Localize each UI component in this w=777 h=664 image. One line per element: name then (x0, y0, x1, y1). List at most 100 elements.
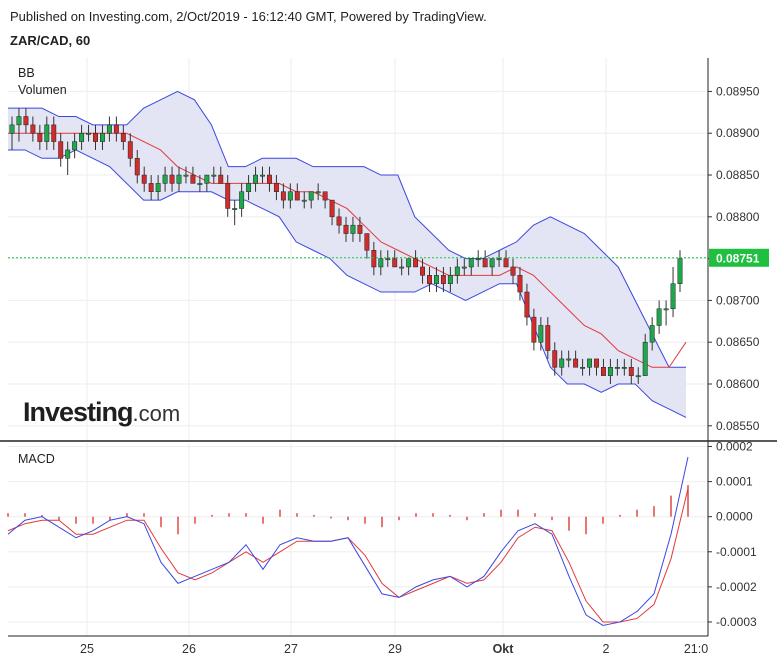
candle-body-up (642, 341, 648, 376)
candle-body-up (308, 191, 314, 201)
candle (155, 175, 161, 201)
candle-body-up (635, 375, 641, 378)
bb-fill (8, 91, 686, 418)
candle (545, 317, 551, 359)
candle-body-down (23, 116, 29, 126)
candle-body-down (120, 132, 126, 142)
candle-body-down (93, 132, 98, 142)
candle-body-down (218, 174, 224, 184)
macd-panel (7, 456, 689, 627)
candle (399, 258, 405, 276)
symbol-title: ZAR/CAD, 60 (10, 33, 91, 48)
candle (239, 183, 245, 217)
candle (670, 266, 676, 318)
candle (218, 166, 224, 184)
candle (649, 317, 655, 351)
candle (267, 166, 272, 192)
candle-body-up (454, 266, 460, 276)
candle-body-down (594, 358, 599, 368)
candle-body-down (267, 174, 272, 184)
candle-body-down (190, 174, 196, 184)
candle (677, 250, 683, 293)
candle-body-up (614, 367, 620, 369)
candle-body-up (155, 183, 161, 192)
candle (79, 124, 85, 150)
candle (628, 358, 634, 384)
published-note: Published on Investing.com, 2/Oct/2019 -… (10, 9, 487, 24)
candle-body-down (343, 224, 349, 234)
candle (23, 108, 29, 134)
last-price-label: 0.08751 (716, 251, 760, 265)
x-tick-label: 29 (388, 642, 402, 656)
candle-body-up (468, 258, 474, 268)
y-tick-label: -0.0003 (716, 615, 757, 629)
candle (315, 183, 321, 201)
candle (635, 367, 641, 384)
candle (482, 250, 488, 268)
bb-upper (8, 90, 686, 368)
candle (86, 124, 91, 142)
y-tick-label: 0.08700 (716, 293, 760, 307)
candle-body-down (552, 350, 558, 368)
candle-body-up (176, 174, 182, 184)
candle (44, 116, 50, 150)
candle (253, 166, 258, 192)
candle-body-up (385, 258, 391, 261)
candle-body-up (447, 275, 453, 284)
candle-body-down (413, 258, 419, 268)
candle (176, 166, 182, 192)
candle (225, 175, 231, 217)
candle-body-up (461, 266, 467, 269)
macd-line (7, 456, 689, 627)
candle-body-up (79, 132, 85, 142)
x-tick-label: 27 (284, 642, 298, 656)
candle (190, 166, 196, 184)
candle (336, 208, 342, 234)
logo-suffix: .com (132, 401, 181, 426)
candle-body-up (44, 124, 50, 142)
y-tick-label: -0.0001 (716, 545, 757, 559)
candle (93, 124, 98, 150)
candle-body-down (357, 224, 363, 234)
candle (642, 333, 648, 376)
candle-body-up (656, 308, 662, 326)
investing-logo: Investing.com (23, 397, 180, 428)
candle-body-down (294, 191, 300, 201)
candle-body-up (315, 191, 321, 194)
x-tick-label: Okt (493, 642, 515, 656)
candle-body-down (336, 216, 342, 226)
candle (510, 258, 516, 284)
candle-body-down (371, 250, 377, 268)
candle-body-down (545, 325, 551, 351)
candle-body-up (183, 174, 189, 177)
candle (392, 250, 398, 268)
candle (538, 317, 544, 351)
candle (308, 191, 314, 209)
candle (447, 266, 453, 293)
candle-body-up (204, 174, 210, 184)
candle (385, 250, 391, 267)
candle-body-up (580, 367, 586, 369)
candle (587, 358, 592, 376)
candle (468, 258, 474, 276)
candle-body-down (30, 124, 36, 134)
candle-body-down (58, 141, 64, 159)
candle-body-up (287, 191, 293, 201)
candle (461, 258, 467, 276)
candle (204, 174, 210, 192)
candle (621, 358, 627, 376)
y-tick-label: 0.08650 (716, 335, 760, 349)
candle-body-up (197, 183, 203, 185)
candle (364, 233, 370, 259)
candle-body-down (427, 275, 432, 284)
candle (106, 116, 112, 142)
candle (141, 166, 147, 192)
candle-body-down (329, 199, 335, 218)
candle (301, 191, 307, 209)
candle (552, 342, 558, 376)
candle-body-down (148, 183, 154, 192)
axes: 25 26 27 29 Okt 2 21:0 0.08950 0.08900 0.08850 0.0… (0, 58, 777, 656)
x-tick-label: 25 (80, 642, 94, 656)
candle-body-down (503, 258, 509, 268)
